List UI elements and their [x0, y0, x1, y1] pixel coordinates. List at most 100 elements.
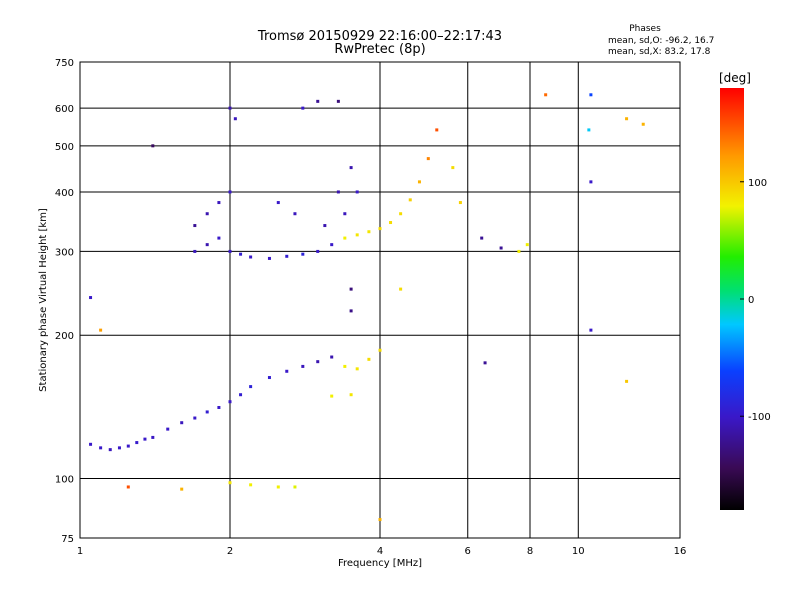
data-point	[367, 357, 371, 361]
data-point	[525, 243, 529, 247]
data-point	[233, 117, 237, 121]
data-point	[205, 410, 209, 414]
data-point	[293, 485, 297, 489]
data-point	[99, 446, 103, 450]
x-tick-label: 16	[674, 546, 687, 557]
x-tick-label: 8	[527, 546, 533, 557]
data-point	[349, 166, 353, 170]
data-point	[228, 190, 232, 194]
data-point	[408, 198, 412, 202]
data-point	[349, 287, 353, 291]
data-point	[399, 212, 403, 216]
data-point	[267, 256, 271, 260]
data-point	[228, 106, 232, 110]
y-tick-label: 75	[61, 534, 74, 545]
data-point	[126, 485, 130, 489]
data-point	[323, 224, 327, 228]
data-point	[249, 385, 253, 389]
data-point	[193, 249, 197, 253]
data-point	[330, 355, 334, 359]
data-point	[625, 379, 629, 383]
data-point	[343, 236, 347, 240]
data-point	[355, 367, 359, 371]
chart-subtitle: RwPretec (8p)	[334, 42, 425, 57]
data-point	[336, 99, 340, 103]
data-point	[589, 180, 593, 184]
data-point	[301, 364, 305, 368]
data-point	[217, 406, 221, 410]
x-tick-label: 10	[572, 546, 585, 557]
data-point	[301, 106, 305, 110]
data-point	[349, 309, 353, 313]
data-point	[587, 128, 591, 132]
data-points	[89, 93, 645, 522]
grid	[80, 62, 680, 538]
data-point	[417, 180, 421, 184]
chart-title: Tromsø 20150929 22:16:00–22:17:43	[257, 29, 502, 44]
data-point	[316, 249, 320, 253]
colorbar-tick-label: -100	[748, 412, 771, 423]
colorbar-tick-label: 0	[748, 295, 754, 306]
data-point	[193, 224, 197, 228]
data-point	[589, 93, 593, 97]
data-point	[166, 427, 170, 431]
colorbar-label: [deg]	[719, 71, 751, 85]
data-point	[228, 249, 232, 253]
data-point	[480, 236, 484, 240]
data-point	[378, 227, 382, 231]
data-point	[228, 481, 232, 485]
data-point	[399, 287, 403, 291]
data-point	[330, 394, 334, 398]
colorbar-tick-label: 100	[748, 178, 767, 189]
data-point	[126, 444, 130, 448]
data-point	[483, 361, 487, 365]
y-tick-label: 100	[55, 475, 74, 486]
y-axis-label: Stationary phase Virtual Height [km]	[38, 208, 49, 392]
data-point	[285, 254, 289, 258]
data-point	[239, 252, 243, 256]
data-point	[589, 328, 593, 332]
data-point	[135, 441, 139, 445]
axis-ticks: 1 2 4 6 8 10 16 75 100 200 300 400 500 600 750	[55, 58, 686, 557]
data-point	[180, 487, 184, 491]
data-point	[151, 435, 155, 439]
x-tick-label: 1	[77, 546, 83, 557]
data-point	[544, 93, 548, 97]
data-point	[330, 243, 334, 247]
data-point	[378, 348, 382, 352]
data-point	[343, 364, 347, 368]
data-point	[336, 190, 340, 194]
data-point	[343, 212, 347, 216]
data-point	[458, 201, 462, 205]
y-tick-label: 750	[55, 58, 74, 69]
data-point	[117, 446, 121, 450]
data-point	[249, 483, 253, 487]
data-point	[205, 243, 209, 247]
x-tick-label: 6	[465, 546, 471, 557]
data-point	[108, 448, 112, 452]
y-tick-label: 300	[55, 247, 74, 258]
data-point	[217, 201, 221, 205]
colorbar-ticks: 100 0 -100	[740, 178, 771, 423]
x-tick-label: 2	[227, 546, 233, 557]
data-point	[316, 360, 320, 364]
stats-line-x: mean, sd,X: 83.2, 17.8	[608, 47, 711, 57]
data-point	[301, 252, 305, 256]
x-axis-label: Frequency [MHz]	[338, 558, 422, 569]
data-point	[217, 236, 221, 240]
data-point	[641, 122, 645, 126]
data-point	[367, 230, 371, 234]
data-point	[285, 369, 289, 373]
data-point	[625, 117, 629, 121]
data-point	[355, 190, 359, 194]
x-tick-label: 4	[377, 546, 383, 557]
data-point	[228, 400, 232, 404]
stats-heading: Phases	[629, 24, 661, 34]
data-point	[193, 416, 197, 420]
y-tick-label: 400	[55, 188, 74, 199]
data-point	[276, 201, 280, 205]
data-point	[349, 393, 353, 397]
data-point	[89, 296, 93, 300]
data-point	[180, 421, 184, 425]
data-point	[378, 518, 382, 522]
